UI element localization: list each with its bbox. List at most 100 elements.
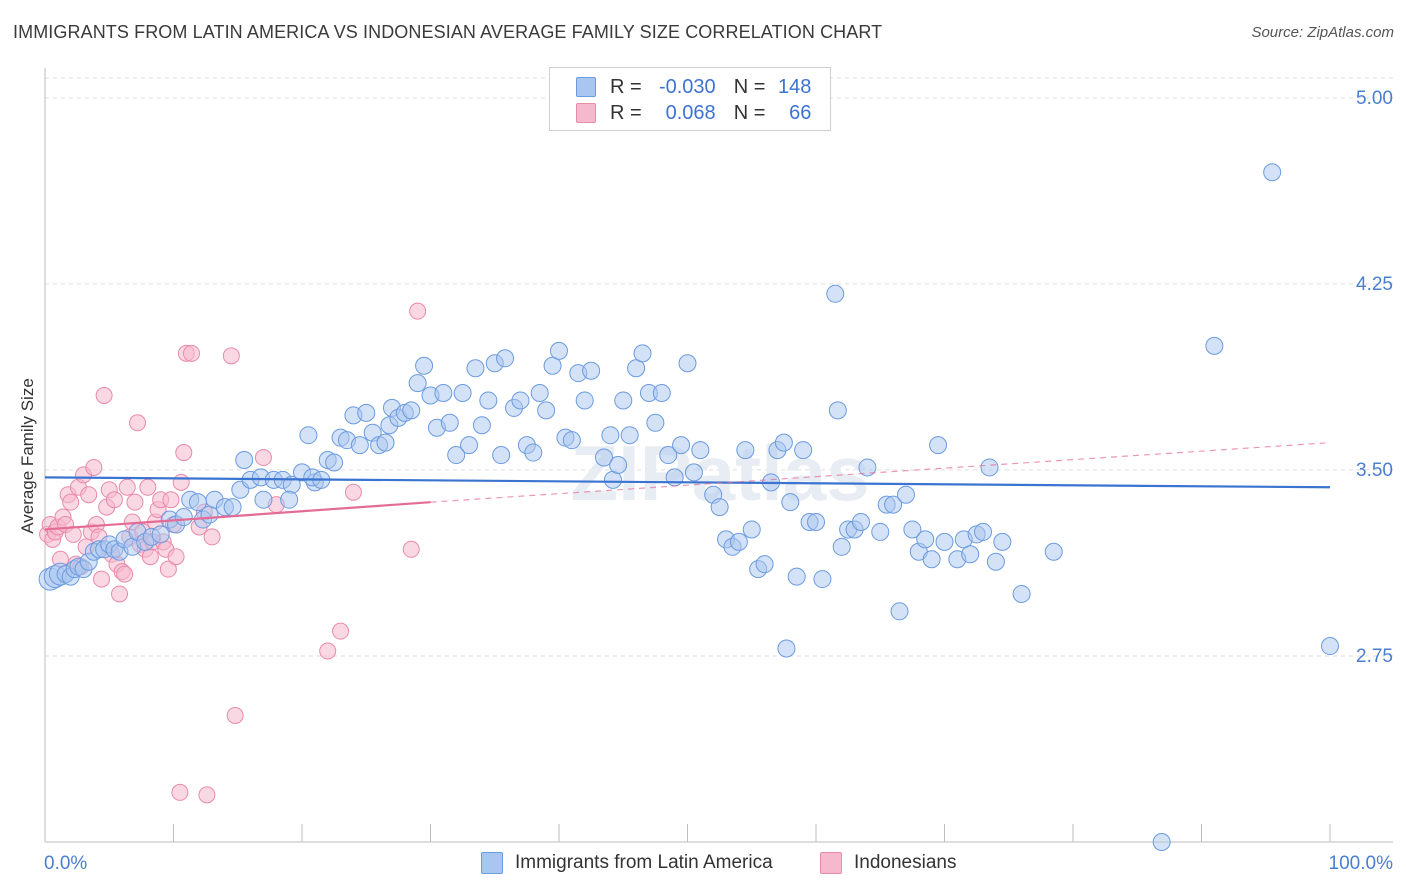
data-point-latin-america <box>980 458 999 477</box>
data-point-latin-america <box>594 448 613 467</box>
n-value: 66 <box>789 101 812 124</box>
data-point-latin-america <box>223 498 242 517</box>
data-point-latin-america <box>415 356 434 375</box>
data-point-indonesians <box>129 414 147 432</box>
data-point-latin-america <box>325 453 344 472</box>
data-point-latin-america <box>453 384 472 403</box>
data-point-latin-america <box>280 490 299 509</box>
data-point-latin-america <box>151 525 170 544</box>
data-point-indonesians <box>111 585 129 603</box>
data-point-latin-america <box>781 493 800 512</box>
data-point-indonesians <box>126 493 144 511</box>
data-point-latin-america <box>826 284 845 303</box>
data-point-latin-america <box>620 426 639 445</box>
data-point-indonesians <box>344 483 362 501</box>
data-point-latin-america <box>1152 833 1171 851</box>
legend-swatch-pink <box>820 852 842 874</box>
data-point-latin-america <box>652 384 671 403</box>
data-point-indonesians <box>171 783 189 801</box>
r-label: R = <box>610 75 642 98</box>
data-point-latin-america <box>174 508 193 527</box>
data-point-latin-america <box>755 555 774 574</box>
data-point-latin-america <box>935 532 954 551</box>
data-point-indonesians <box>198 786 216 804</box>
data-point-latin-america <box>299 426 318 445</box>
source-label: Source: ZipAtlas.com <box>1251 24 1394 41</box>
y-tick-label: 3.50 <box>1356 460 1393 481</box>
data-point-latin-america <box>659 446 678 465</box>
legend-row-latin-america: R = -0.030 N = 148 <box>576 75 811 99</box>
data-point-latin-america <box>537 401 556 420</box>
data-point-indonesians <box>80 486 98 504</box>
y-tick-label: 5.00 <box>1356 88 1393 109</box>
trendline-indonesians <box>44 501 431 531</box>
data-point-indonesians <box>141 548 159 566</box>
data-point-latin-america <box>929 436 948 455</box>
data-point-latin-america <box>447 446 466 465</box>
data-point-indonesians <box>62 493 80 511</box>
data-point-latin-america <box>896 485 915 504</box>
x-tick-label: 100.0% <box>1329 853 1394 874</box>
data-point-latin-america <box>601 426 620 445</box>
data-point-latin-america <box>1263 163 1282 182</box>
data-point-latin-america <box>851 513 870 532</box>
data-point-latin-america <box>884 495 903 514</box>
data-point-latin-america <box>511 391 530 410</box>
data-point-latin-america <box>787 567 806 586</box>
data-point-latin-america <box>890 602 909 621</box>
data-point-latin-america <box>254 490 273 509</box>
data-point-latin-america <box>402 401 421 420</box>
data-point-latin-america <box>472 416 491 435</box>
data-point-latin-america <box>807 513 825 532</box>
data-point-indonesians <box>93 570 111 588</box>
data-point-latin-america <box>678 354 697 373</box>
data-point-latin-america <box>961 545 980 564</box>
data-point-latin-america <box>376 433 395 452</box>
trendline-indonesians-extension <box>430 442 1331 503</box>
data-point-latin-america <box>357 403 376 422</box>
data-point-indonesians <box>409 302 427 320</box>
legend-item-latin-america: Immigrants from Latin America <box>481 852 773 874</box>
data-point-indonesians <box>172 473 190 491</box>
data-point-latin-america <box>777 639 796 658</box>
data-point-indonesians <box>175 444 193 462</box>
data-point-latin-america <box>1205 336 1224 355</box>
data-point-indonesians <box>105 491 123 509</box>
data-point-latin-america <box>922 550 941 569</box>
data-point-latin-america <box>479 391 498 410</box>
data-point-latin-america <box>575 391 594 410</box>
data-point-indonesians <box>254 449 272 467</box>
data-point-indonesians <box>95 387 113 405</box>
legend-label: Indonesians <box>854 852 957 873</box>
data-point-latin-america <box>627 359 646 378</box>
data-point-latin-america <box>871 522 890 541</box>
data-point-indonesians <box>162 491 180 509</box>
data-point-indonesians <box>118 478 136 496</box>
data-point-latin-america <box>1321 637 1339 656</box>
data-point-latin-america <box>684 463 703 482</box>
data-point-latin-america <box>582 361 601 380</box>
data-point-indonesians <box>332 622 350 640</box>
legend-label: Immigrants from Latin America <box>515 852 773 873</box>
data-point-latin-america <box>691 441 710 460</box>
n-label: N = <box>733 101 766 124</box>
legend-swatch-pink <box>576 103 596 123</box>
data-point-indonesians <box>85 458 103 476</box>
data-point-latin-america <box>543 356 562 375</box>
data-point-latin-america <box>672 436 691 455</box>
y-tick-label: 2.75 <box>1356 646 1393 667</box>
data-point-latin-america <box>350 436 369 455</box>
data-point-latin-america <box>466 359 485 378</box>
r-value: -0.030 <box>658 75 716 98</box>
data-point-latin-america <box>235 451 254 469</box>
data-point-latin-america <box>530 384 549 403</box>
data-point-latin-america <box>440 413 459 432</box>
r-value: 0.068 <box>665 101 716 124</box>
data-point-latin-america <box>903 520 922 539</box>
data-point-latin-america <box>562 431 581 450</box>
x-tick-label: 0.0% <box>44 853 87 874</box>
legend-swatch-blue <box>576 77 596 97</box>
data-point-latin-america <box>633 344 652 363</box>
data-point-latin-america <box>496 349 515 368</box>
